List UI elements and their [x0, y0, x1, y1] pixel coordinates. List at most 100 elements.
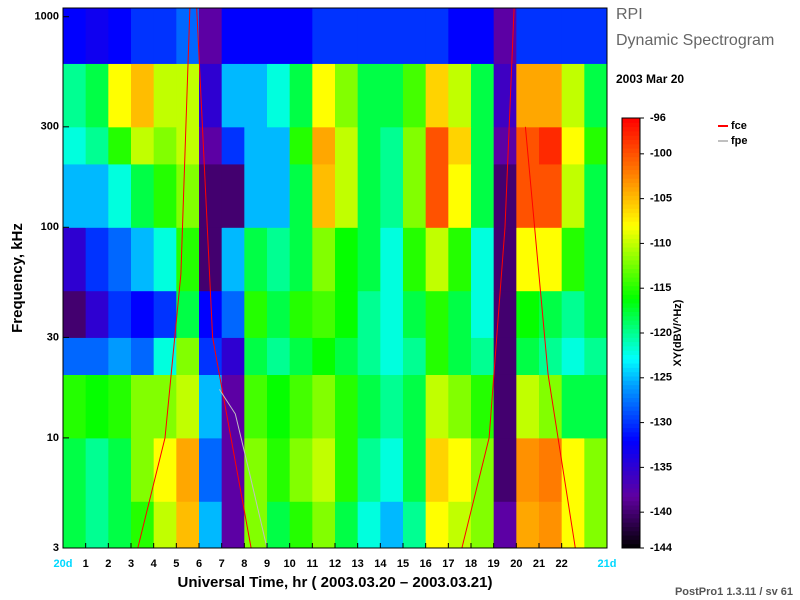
colorbar-step: [622, 526, 640, 532]
heatmap-cell: [516, 126, 540, 165]
y-tick-label: 30: [47, 331, 59, 343]
heatmap-cell: [131, 8, 155, 64]
colorbar-step: [622, 367, 640, 373]
heatmap-cell: [312, 290, 336, 338]
colorbar-step: [622, 483, 640, 489]
colorbar-step: [622, 500, 640, 506]
colorbar-step: [622, 208, 640, 214]
heatmap-cell: [425, 63, 449, 128]
colorbar-tick-label: -105: [650, 193, 672, 205]
heatmap-cell: [199, 163, 223, 228]
heatmap-cell: [539, 501, 563, 548]
colorbar-step: [622, 535, 640, 540]
heatmap-cell: [85, 163, 109, 228]
x-tick-label: 21: [533, 558, 545, 570]
legend-label: fce: [731, 120, 747, 132]
colorbar-step: [622, 530, 640, 536]
heatmap-cell: [153, 163, 177, 228]
colorbar-step: [622, 401, 640, 407]
heatmap-cell: [448, 8, 472, 64]
colorbar-step: [622, 509, 640, 515]
colorbar-tick-label: -135: [650, 461, 672, 473]
heatmap-cell: [289, 126, 313, 165]
x-tick-label: 20: [510, 558, 522, 570]
heatmap-cell: [493, 126, 517, 165]
x-tick-label: 14: [374, 558, 387, 570]
heatmap-cell: [471, 227, 495, 292]
heatmap-cell: [561, 126, 585, 165]
colorbar-step: [622, 414, 640, 420]
heatmap-cell: [335, 374, 359, 439]
heatmap-cell: [312, 63, 336, 128]
heatmap-cell: [380, 163, 404, 228]
colorbar-step: [622, 505, 640, 510]
heatmap-cell: [63, 501, 87, 548]
heatmap-cell: [561, 437, 585, 502]
heatmap-cell: [131, 337, 155, 375]
heatmap-cell: [176, 163, 200, 228]
heatmap-cell: [63, 63, 87, 128]
colorbar-step: [622, 247, 640, 252]
heatmap-cell: [448, 163, 472, 228]
heatmap-cell: [561, 337, 585, 375]
heatmap-cell: [357, 8, 381, 64]
heatmap-cell: [448, 374, 472, 439]
colorbar-tick-label: -130: [650, 416, 672, 428]
colorbar-step: [622, 204, 640, 209]
colorbar-step: [622, 453, 640, 459]
heatmap-cell: [153, 501, 177, 548]
heatmap-cell: [153, 63, 177, 128]
heatmap-cell: [108, 290, 132, 338]
heatmap-cell: [267, 437, 291, 502]
colorbar-step: [622, 298, 640, 304]
heatmap-cell: [335, 63, 359, 128]
heatmap-cell: [131, 374, 155, 439]
heatmap-cell: [85, 501, 109, 548]
heatmap-cell: [267, 126, 291, 165]
y-tick-label: 1000: [35, 11, 59, 23]
heatmap-cell: [425, 126, 449, 165]
heatmap-cell: [176, 501, 200, 548]
colorbar-step: [622, 496, 640, 502]
colorbar-step: [622, 285, 640, 291]
heatmap-cell: [584, 290, 607, 338]
heatmap-cell: [289, 337, 313, 375]
heatmap-cell: [63, 437, 87, 502]
heatmap-cell: [108, 501, 132, 548]
colorbar-step: [622, 397, 640, 403]
heatmap-cell: [539, 290, 563, 338]
heatmap-cell: [584, 63, 607, 128]
heatmap-cell: [244, 374, 268, 439]
x-tick-label: 3: [128, 558, 134, 570]
heatmap-cell: [312, 501, 336, 548]
heatmap-cell: [267, 337, 291, 375]
heatmap-cell: [425, 8, 449, 64]
heatmap-cell: [176, 290, 200, 338]
colorbar-step: [622, 358, 640, 364]
heatmap-cell: [403, 163, 427, 228]
colorbar-step: [622, 449, 640, 454]
x-tick-label: 17: [442, 558, 454, 570]
colorbar-tick-label: -140: [650, 506, 672, 518]
heatmap-cell: [289, 437, 313, 502]
heatmap-cell: [131, 163, 155, 228]
legend-label: fpe: [731, 135, 748, 147]
colorbar-step: [622, 513, 640, 519]
colorbar-step: [622, 474, 640, 480]
heatmap-cell: [131, 126, 155, 165]
heatmap-cell: [312, 437, 336, 502]
heatmap-cell: [221, 63, 245, 128]
heatmap-cell: [176, 8, 200, 64]
heatmap-cell: [221, 163, 245, 228]
colorbar-step: [622, 135, 640, 140]
heatmap-cell: [539, 374, 563, 439]
heatmap-cell: [335, 126, 359, 165]
heatmap-cell: [312, 227, 336, 292]
colorbar-step: [622, 268, 640, 274]
colorbar-step: [622, 281, 640, 287]
heatmap-cell: [448, 290, 472, 338]
heatmap-cell: [561, 227, 585, 292]
heatmap-cell: [335, 8, 359, 64]
colorbar-step: [622, 393, 640, 398]
